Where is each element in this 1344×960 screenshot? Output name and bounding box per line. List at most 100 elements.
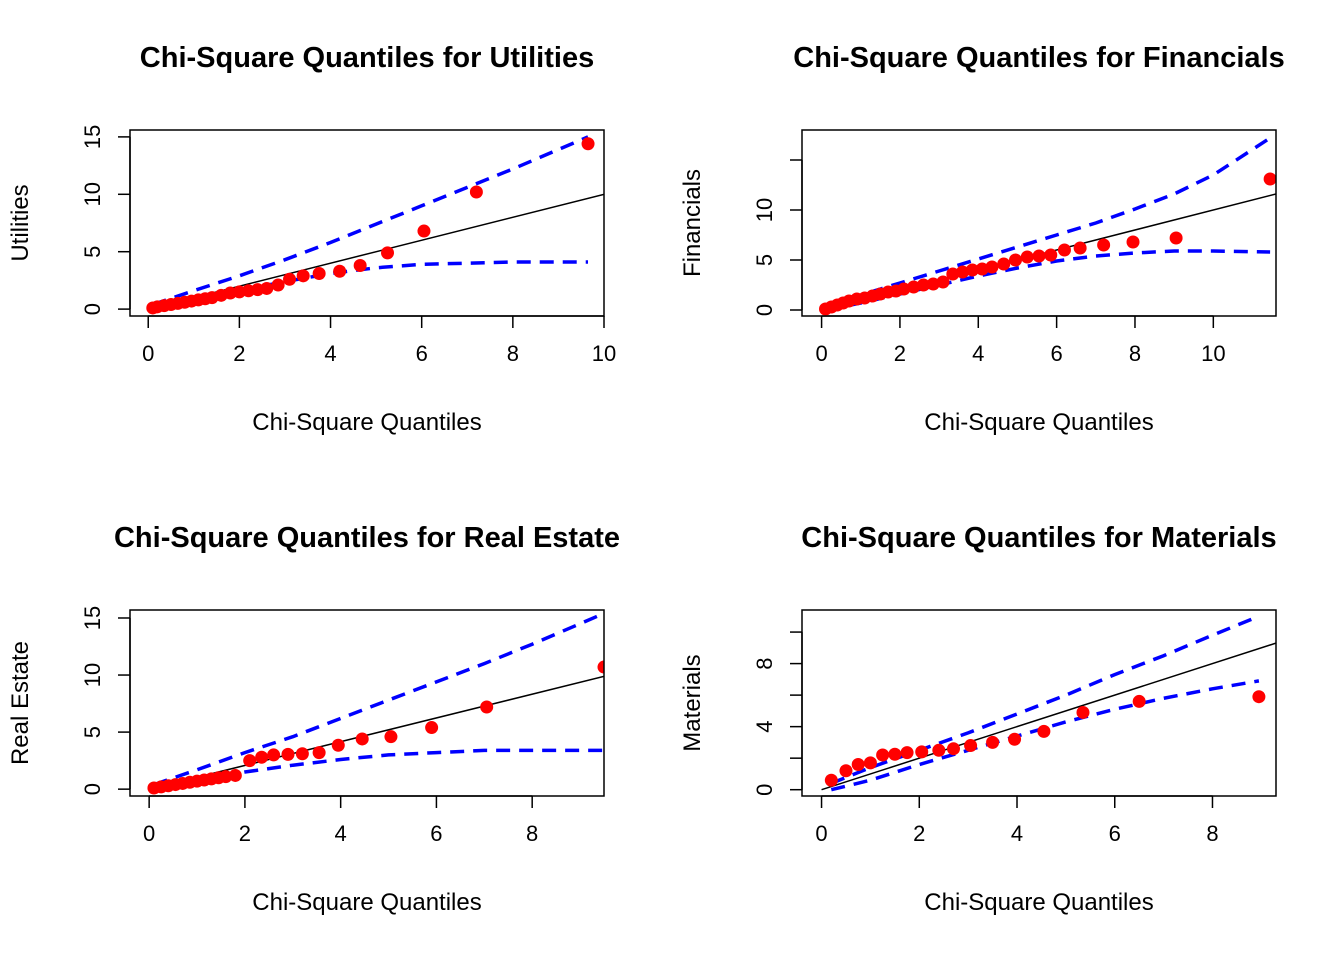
plot-area <box>147 611 604 795</box>
x-tick-label: 6 <box>1109 821 1121 846</box>
data-point <box>851 757 865 771</box>
chart-panel-1: Chi-Square Quantiles for Utilities Chi-Sq… <box>7 42 616 436</box>
data-point <box>897 282 911 296</box>
data-point <box>260 281 274 295</box>
data-point <box>824 773 838 787</box>
y-tick-label: 0 <box>752 304 777 316</box>
data-point <box>255 750 269 764</box>
data-point <box>267 748 281 762</box>
data-point <box>243 754 257 768</box>
data-point <box>946 267 960 281</box>
data-point <box>1008 732 1022 746</box>
y-tick-label: 0 <box>752 784 777 796</box>
data-point <box>932 743 946 757</box>
data-point <box>985 260 999 274</box>
data-point <box>312 267 326 281</box>
x-tick-label: 0 <box>815 341 827 366</box>
x-tick-label: 4 <box>972 341 984 366</box>
chart-title: Chi-Square Quantiles for Real Estate <box>114 522 620 554</box>
data-point <box>384 730 398 744</box>
x-tick-label: 0 <box>815 821 827 846</box>
lower-envelope-line <box>152 260 588 311</box>
plot-frame <box>801 609 1277 797</box>
x-tick-label: 6 <box>1051 341 1063 366</box>
data-point <box>839 764 853 778</box>
data-point <box>1057 243 1071 257</box>
data-point <box>219 770 233 784</box>
x-tick-label: 2 <box>239 821 251 846</box>
data-point <box>469 185 483 199</box>
data-point <box>417 224 431 238</box>
y-tick-label: 10 <box>752 198 777 222</box>
reference-line <box>821 642 1276 791</box>
data-point <box>295 747 309 761</box>
chart-title: Chi-Square Quantiles for Financials <box>793 42 1285 74</box>
plot-area <box>146 135 604 315</box>
data-point <box>1008 253 1022 267</box>
upper-envelope-line <box>152 135 589 307</box>
data-point <box>1252 690 1266 704</box>
data-point <box>926 277 940 291</box>
data-point <box>1169 231 1183 245</box>
chart-title: Chi-Square Quantiles for Materials <box>801 522 1276 554</box>
data-point <box>355 732 369 746</box>
x-tick-label: 4 <box>335 821 347 846</box>
plot-frame <box>801 129 1277 317</box>
data-point <box>1132 694 1146 708</box>
upper-envelope-line <box>153 611 604 787</box>
data-point <box>986 735 1000 749</box>
y-tick-label: 5 <box>80 726 105 738</box>
data-point <box>1097 238 1111 252</box>
data-point <box>597 660 604 674</box>
chart-panel-3: Chi-Square Quantiles for Real Estate Chi-… <box>7 522 620 916</box>
y-tick-label: 4 <box>752 721 777 733</box>
data-point <box>271 278 285 292</box>
x-tick-label: 4 <box>1011 821 1023 846</box>
x-tick-label: 2 <box>913 821 925 846</box>
data-point <box>353 258 367 272</box>
x-axis-label: Chi-Square Quantiles <box>252 409 481 436</box>
chart-panel-2: Chi-Square Quantiles for Financials Chi-S… <box>679 42 1285 436</box>
data-point <box>1032 249 1046 263</box>
y-tick-label: 8 <box>752 657 777 669</box>
y-tick-label: 15 <box>80 125 105 149</box>
x-tick-label: 0 <box>142 341 154 366</box>
x-tick-label: 8 <box>1206 821 1218 846</box>
data-point <box>312 746 326 760</box>
data-point <box>1073 241 1087 255</box>
x-tick-label: 0 <box>143 821 155 846</box>
x-tick-label: 6 <box>416 341 428 366</box>
data-point <box>331 738 345 752</box>
data-point <box>1126 235 1140 249</box>
x-tick-label: 4 <box>324 341 336 366</box>
data-point <box>381 246 395 260</box>
x-tick-label: 8 <box>507 341 519 366</box>
data-point <box>946 742 960 756</box>
data-point <box>1076 705 1090 719</box>
data-point <box>1037 724 1051 738</box>
y-tick-label: 10 <box>80 663 105 687</box>
data-point <box>876 748 890 762</box>
data-point <box>480 700 494 714</box>
data-point <box>863 756 877 770</box>
x-tick-label: 6 <box>430 821 442 846</box>
data-point <box>956 265 970 279</box>
data-point <box>333 264 347 278</box>
plot-area <box>819 136 1276 316</box>
plot-frame <box>129 129 605 317</box>
data-point <box>965 263 979 277</box>
data-point <box>907 280 921 294</box>
data-point <box>283 272 297 286</box>
plot-frame <box>129 609 605 797</box>
data-point <box>975 262 989 276</box>
data-point <box>581 137 595 151</box>
y-tick-label: 10 <box>80 182 105 206</box>
x-tick-label: 8 <box>526 821 538 846</box>
data-point <box>281 747 295 761</box>
data-point <box>1044 248 1058 262</box>
data-point <box>425 721 439 735</box>
data-point <box>900 746 914 760</box>
chart-title: Chi-Square Quantiles for Utilities <box>140 42 594 74</box>
y-tick-label: 5 <box>752 254 777 266</box>
data-point <box>1263 172 1276 186</box>
